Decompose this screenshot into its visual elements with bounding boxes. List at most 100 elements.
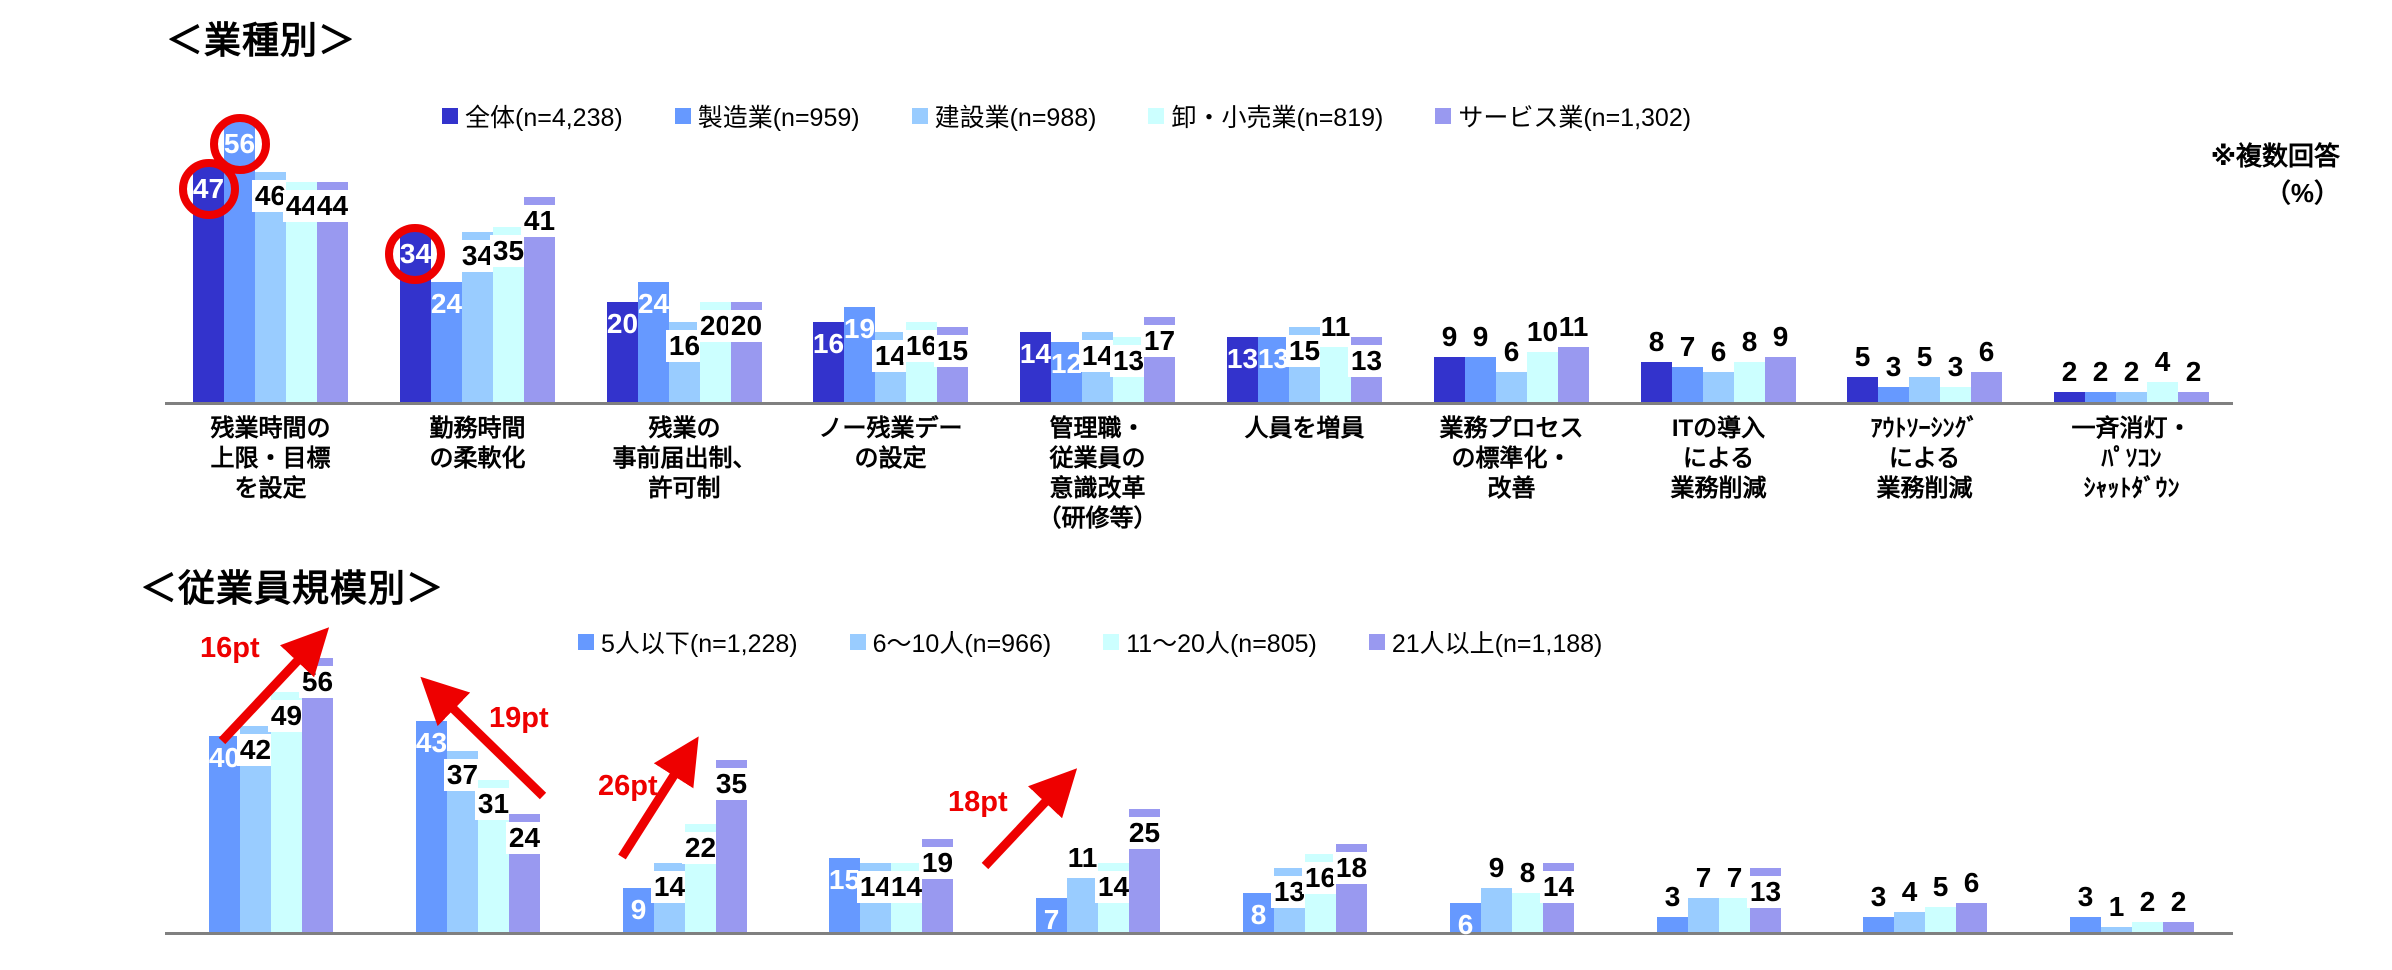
bar-value-label: 6 bbox=[1457, 909, 1474, 940]
category-label-line: 改善 bbox=[1487, 475, 1536, 502]
category-label-line: の標準化・ bbox=[1451, 445, 1572, 472]
legend-marker bbox=[1368, 634, 1385, 650]
bar-value-label: 15 bbox=[828, 864, 861, 895]
legend-item: 21人以上(n=1,188) bbox=[1368, 624, 1603, 660]
x-axis-line bbox=[165, 932, 2233, 935]
bar bbox=[1734, 362, 1765, 402]
bar-value-label: 20 bbox=[728, 310, 765, 342]
legend-label: 21人以上(n=1,188) bbox=[1391, 630, 1603, 658]
category-label-line: の柔軟化 bbox=[429, 445, 526, 472]
category-label-line: 意識改革 bbox=[1049, 475, 1146, 502]
legend-marker bbox=[674, 108, 691, 124]
legend-item: 建設業(n=988) bbox=[911, 98, 1096, 134]
bar-value-label: 25 bbox=[1126, 817, 1163, 849]
bar-value-label: 11 bbox=[1067, 842, 1098, 873]
bar bbox=[302, 658, 333, 932]
bar-value-label: 13 bbox=[1348, 345, 1385, 377]
bar bbox=[2101, 927, 2132, 932]
highlight-circle bbox=[210, 114, 270, 174]
bar-value-label: 9 bbox=[1441, 321, 1458, 352]
category-label-line: 業務削減 bbox=[1876, 475, 1973, 502]
category-label: ITの導入 による 業務削減 bbox=[1599, 414, 1839, 504]
bar bbox=[1940, 387, 1971, 402]
bar-value-label: 8 bbox=[1741, 326, 1758, 357]
bar-value-label: 7 bbox=[1695, 862, 1712, 893]
category-label-line: 上限・目標 bbox=[210, 445, 331, 472]
category-label-line: 勤務時間 bbox=[429, 415, 526, 442]
bar bbox=[1496, 372, 1527, 402]
bar-value-label: 6 bbox=[1710, 336, 1727, 367]
bar bbox=[1067, 878, 1098, 932]
bar-value-label: 15 bbox=[1286, 335, 1323, 367]
bar-value-label: 24 bbox=[430, 288, 463, 319]
pt-diff-label: 16pt bbox=[200, 632, 260, 664]
bar-value-label: 3 bbox=[1664, 881, 1681, 912]
bar-value-label: 14 bbox=[1540, 871, 1577, 903]
category-label-line: 管理職・ bbox=[1049, 415, 1146, 442]
bar-value-label: 6 bbox=[1503, 336, 1520, 367]
bar bbox=[1527, 352, 1558, 402]
category-label: 管理職・ 従業員の 意識改革 （研修等） bbox=[978, 414, 1218, 534]
legend-marker bbox=[1435, 108, 1452, 124]
category-label-line: 残業の bbox=[648, 415, 721, 442]
category-label: ノー残業デー の設定 bbox=[771, 414, 1011, 474]
legend-item: 5人以下(n=1,228) bbox=[578, 624, 798, 660]
bar-value-label: 49 bbox=[268, 700, 305, 732]
bar-value-label: 17 bbox=[1141, 325, 1178, 357]
category-label-line: ｱｳﾄｿｰｼﾝｸﾞ bbox=[1870, 415, 1979, 442]
category-label: 残業時間の上限・目標を設定 bbox=[151, 414, 391, 504]
bar bbox=[623, 888, 654, 932]
category-label-line: 従業員の bbox=[1049, 445, 1146, 472]
bar-value-label: 2 bbox=[2092, 356, 2109, 387]
bar-value-label: 4 bbox=[2154, 346, 2171, 377]
bar bbox=[1450, 903, 1481, 932]
bar-value-label: 34 bbox=[459, 240, 496, 272]
bar bbox=[1243, 893, 1274, 932]
bar bbox=[813, 322, 844, 402]
bar-value-label: 19 bbox=[843, 313, 876, 344]
bar-value-label: 13 bbox=[1747, 876, 1784, 908]
bar-value-label: 11 bbox=[1558, 311, 1589, 342]
bar-value-label: 6 bbox=[1963, 867, 1980, 898]
bar-value-label: 13 bbox=[1110, 345, 1147, 377]
category-label-line: 許可制 bbox=[648, 475, 721, 502]
bar bbox=[1258, 337, 1289, 402]
category-label-line: 残業時間の bbox=[210, 415, 331, 442]
bar-value-label: 56 bbox=[299, 666, 336, 698]
bar-value-label: 7 bbox=[1726, 862, 1743, 893]
legend-label: 卸・小売業(n=819) bbox=[1171, 104, 1384, 132]
note-line-2: （%） bbox=[2264, 178, 2340, 208]
bar bbox=[2132, 922, 2163, 932]
legend-label: 5人以下(n=1,228) bbox=[601, 630, 798, 658]
bar bbox=[1036, 898, 1067, 932]
bar-value-label: 37 bbox=[444, 759, 481, 791]
bar bbox=[1765, 357, 1796, 402]
bar-value-label: 22 bbox=[682, 832, 719, 864]
bar-value-label: 14 bbox=[1019, 338, 1052, 369]
size-chart-title: ＜従業員規模別＞ bbox=[140, 568, 444, 609]
category-label-line: を設定 bbox=[234, 475, 307, 502]
category-label: 残業の事前届出制、 許可制 bbox=[565, 414, 805, 504]
pt-diff-label: 18pt bbox=[948, 786, 1008, 818]
bar-value-label: 5 bbox=[1916, 341, 1933, 372]
bar-value-label: 9 bbox=[1772, 321, 1789, 352]
category-label: ｱｳﾄｿｰｼﾝｸﾞ による 業務削減 bbox=[1805, 414, 2045, 504]
category-label-line: ﾊﾟｿｺﾝ bbox=[2101, 445, 2162, 472]
bar-value-label: 8 bbox=[1519, 857, 1536, 888]
bar-value-label: 2 bbox=[2139, 886, 2156, 917]
bar bbox=[2070, 917, 2101, 932]
legend-item: 卸・小売業(n=819) bbox=[1148, 98, 1383, 134]
legend-marker bbox=[1103, 634, 1120, 650]
category-label-line: 事前届出制、 bbox=[612, 445, 757, 472]
bar-value-label: 24 bbox=[506, 822, 543, 854]
bar bbox=[1672, 367, 1703, 402]
bar bbox=[1688, 898, 1719, 932]
bar-value-label: 41 bbox=[521, 205, 558, 237]
bar bbox=[2054, 392, 2085, 402]
pt-diff-label: 19pt bbox=[489, 702, 549, 734]
bar bbox=[607, 302, 638, 402]
bar bbox=[844, 307, 875, 402]
bar-value-label: 14 bbox=[651, 871, 688, 903]
bar-value-label: 24 bbox=[637, 288, 670, 319]
bar-value-label: 6 bbox=[1978, 336, 1995, 367]
